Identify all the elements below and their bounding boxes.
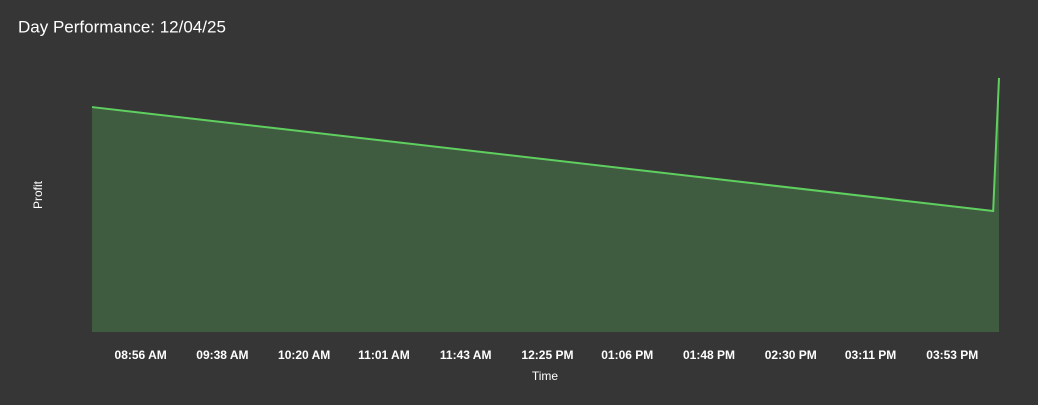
x-tick-label: 03:53 PM [926,348,978,362]
x-tick-label: 08:56 AM [115,348,167,362]
x-axis-label: Time [532,369,559,383]
y-axis-label: Profit [31,180,45,209]
x-tick-label: 02:30 PM [765,348,817,362]
x-tick-label: 12:25 PM [521,348,573,362]
x-tick-label: 11:43 AM [440,348,492,362]
x-tick-label: 10:20 AM [278,348,330,362]
x-tick-label: 01:06 PM [601,348,653,362]
x-tick-label: 01:48 PM [683,348,735,362]
line [91,77,1000,213]
chart-title: Day Performance: 12/04/25 [18,17,226,36]
x-tick-label: 03:11 PM [845,348,896,362]
x-tick-label: 11:01 AM [358,348,410,362]
x-tick-label: 09:38 AM [196,348,248,362]
area-fill [92,77,999,333]
